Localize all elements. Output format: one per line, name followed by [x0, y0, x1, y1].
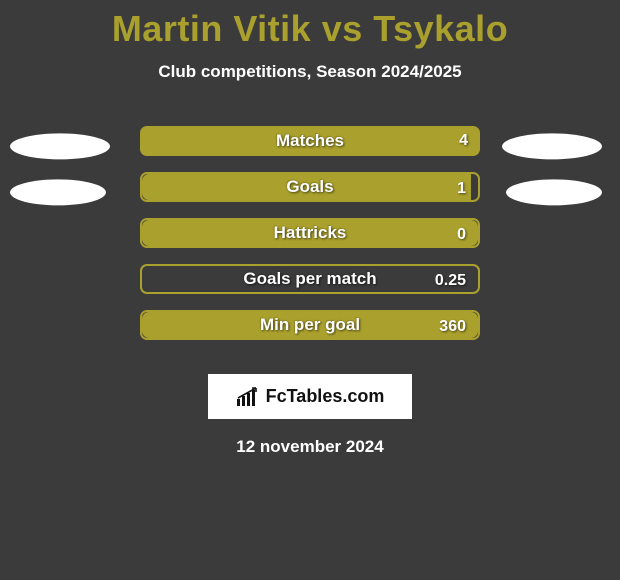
stat-value: 0: [457, 220, 466, 250]
comparison-card: Martin Vitik vs Tsykalo Club competition…: [0, 0, 620, 580]
player1-ellipse: [10, 133, 110, 159]
logo-text: FcTables.com: [266, 386, 385, 407]
subtitle: Club competitions, Season 2024/2025: [0, 62, 620, 82]
stat-row: Goals 1: [0, 172, 620, 218]
stat-label: Goals: [286, 177, 333, 197]
bar-chart-arrow-icon: [236, 387, 260, 407]
fctables-logo: FcTables.com: [208, 374, 413, 419]
stat-value: 0.25: [435, 266, 466, 296]
stat-value: 1: [457, 174, 466, 204]
stat-row: Matches 4: [0, 126, 620, 172]
stat-row: Min per goal 360: [0, 310, 620, 356]
player1-ellipse: [10, 179, 106, 205]
stat-row: Goals per match 0.25: [0, 264, 620, 310]
date-text: 12 november 2024: [0, 437, 620, 457]
stat-value: 360: [439, 312, 466, 342]
stat-bar: Goals per match 0.25: [140, 264, 480, 294]
stat-bar: Goals 1: [140, 172, 480, 202]
stat-label: Min per goal: [260, 315, 360, 335]
stat-value: 4: [459, 126, 468, 156]
vs-text: vs: [322, 8, 363, 49]
stat-label: Matches: [276, 131, 344, 151]
stat-bar: Hattricks 0: [140, 218, 480, 248]
stats-bars: Matches 4 Goals 1 Hattricks 0 Goals per match 0…: [0, 126, 620, 356]
player2-ellipse: [502, 133, 602, 159]
comparison-title: Martin Vitik vs Tsykalo: [0, 0, 620, 50]
stat-row: Hattricks 0: [0, 218, 620, 264]
player1-name: Martin Vitik: [112, 8, 311, 49]
stat-bar: Min per goal 360: [140, 310, 480, 340]
player2-ellipse: [506, 179, 602, 205]
stat-bar: Matches 4: [140, 126, 480, 156]
stat-label: Hattricks: [274, 223, 347, 243]
player2-name: Tsykalo: [373, 8, 508, 49]
stat-label: Goals per match: [243, 269, 376, 289]
